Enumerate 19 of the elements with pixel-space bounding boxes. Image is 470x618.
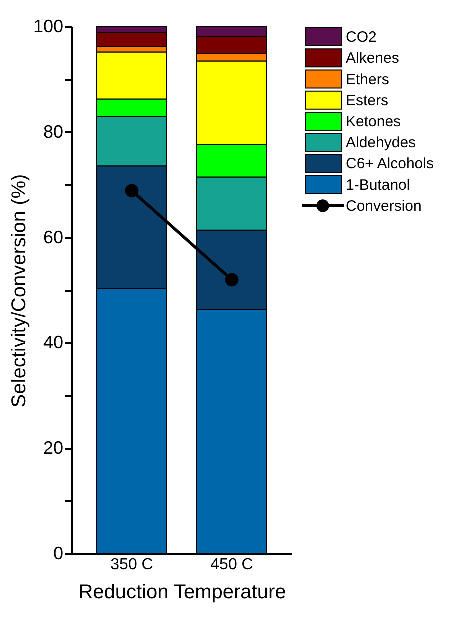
- legend-label: Conversion: [346, 198, 422, 215]
- y-tick-label: 0: [53, 544, 64, 564]
- legend-label: CO2: [346, 29, 377, 46]
- x-tick-label: 450 C: [210, 556, 254, 574]
- x-tick-label: 350 C: [110, 556, 154, 574]
- legend-label: Alkenes: [346, 50, 400, 68]
- x-axis-title: Reduction Temperature: [78, 582, 286, 604]
- legend-label: Esters: [346, 92, 389, 110]
- legend-label: Ketones: [346, 114, 402, 130]
- legend-label: 1-Butanol: [346, 176, 410, 194]
- y-tick-label: 80: [43, 122, 64, 142]
- y-tick-label: 20: [43, 438, 64, 458]
- y-axis-title: Selectivity/Conversion (%): [8, 174, 30, 408]
- legend-label: Ethers: [346, 71, 390, 88]
- y-tick-label: 40: [43, 332, 64, 353]
- y-tick-label: 100: [33, 16, 64, 36]
- y-tick-label: 60: [43, 227, 64, 248]
- legend-label: C6+ Alcohols: [346, 156, 434, 173]
- legend-label: Aldehydes: [346, 134, 416, 152]
